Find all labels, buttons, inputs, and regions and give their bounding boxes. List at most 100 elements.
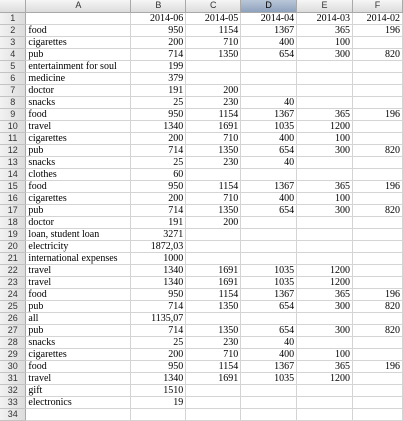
cell-b21[interactable]: 1000 [130, 252, 187, 265]
cell-c3[interactable]: 710 [185, 36, 242, 49]
cell-f18[interactable] [352, 216, 403, 229]
cell-c20[interactable] [185, 240, 242, 253]
cell-c14[interactable] [185, 168, 242, 181]
cell-b10[interactable]: 1340 [130, 120, 187, 133]
cell-e25[interactable]: 300 [296, 300, 354, 313]
cell-b1[interactable]: 2014-06 [130, 12, 187, 25]
cell-e15[interactable]: 365 [296, 180, 354, 193]
cell-b29[interactable]: 200 [130, 348, 187, 361]
cell-c32[interactable] [185, 384, 242, 397]
row-header[interactable]: 8 [0, 96, 27, 109]
cell-b17[interactable]: 714 [130, 204, 187, 217]
cell-c24[interactable]: 1154 [185, 288, 242, 301]
cell-e5[interactable] [296, 60, 354, 73]
row-header[interactable]: 20 [0, 240, 27, 253]
cell-d11[interactable]: 400 [240, 132, 298, 145]
row-header[interactable]: 9 [0, 108, 27, 121]
cell-a26[interactable]: all [25, 312, 132, 325]
row-header[interactable]: 15 [0, 180, 27, 193]
cell-b33[interactable]: 19 [130, 396, 187, 409]
cell-f17[interactable]: 820 [352, 204, 403, 217]
cell-d21[interactable] [240, 252, 298, 265]
cell-f24[interactable]: 196 [352, 288, 403, 301]
row-header[interactable]: 32 [0, 384, 27, 397]
cell-b4[interactable]: 714 [130, 48, 187, 61]
cell-e34[interactable] [296, 408, 354, 421]
cell-a6[interactable]: medicine [25, 72, 132, 85]
cell-f19[interactable] [352, 228, 403, 241]
cell-e6[interactable] [296, 72, 354, 85]
cell-a9[interactable]: food [25, 108, 132, 121]
row-header[interactable]: 22 [0, 264, 27, 277]
cell-f12[interactable]: 820 [352, 144, 403, 157]
row-header[interactable]: 19 [0, 228, 27, 241]
cell-d6[interactable] [240, 72, 298, 85]
cell-d31[interactable]: 1035 [240, 372, 298, 385]
cell-a18[interactable]: doctor [25, 216, 132, 229]
cell-c23[interactable]: 1691 [185, 276, 242, 289]
cell-e14[interactable] [296, 168, 354, 181]
row-header[interactable]: 6 [0, 72, 27, 85]
cell-e24[interactable]: 365 [296, 288, 354, 301]
cell-c31[interactable]: 1691 [185, 372, 242, 385]
cell-e12[interactable]: 300 [296, 144, 354, 157]
row-header[interactable]: 3 [0, 36, 27, 49]
row-header[interactable]: 31 [0, 372, 27, 385]
cell-e27[interactable]: 300 [296, 324, 354, 337]
row-header[interactable]: 21 [0, 252, 27, 265]
cell-e1[interactable]: 2014-03 [296, 12, 354, 25]
cell-f23[interactable] [352, 276, 403, 289]
cell-c34[interactable] [185, 408, 242, 421]
cell-c9[interactable]: 1154 [185, 108, 242, 121]
row-header[interactable]: 26 [0, 312, 27, 325]
cell-f2[interactable]: 196 [352, 24, 403, 37]
cell-e16[interactable]: 100 [296, 192, 354, 205]
cell-a4[interactable]: pub [25, 48, 132, 61]
cell-b18[interactable]: 191 [130, 216, 187, 229]
cell-a16[interactable]: cigarettes [25, 192, 132, 205]
column-header-e[interactable]: E [296, 0, 354, 13]
cell-d33[interactable] [240, 396, 298, 409]
cell-d3[interactable]: 400 [240, 36, 298, 49]
cell-c10[interactable]: 1691 [185, 120, 242, 133]
cell-e10[interactable]: 1200 [296, 120, 354, 133]
cell-d19[interactable] [240, 228, 298, 241]
cell-f31[interactable] [352, 372, 403, 385]
cell-b8[interactable]: 25 [130, 96, 187, 109]
row-header[interactable]: 14 [0, 168, 27, 181]
cell-a33[interactable]: electronics [25, 396, 132, 409]
cell-b30[interactable]: 950 [130, 360, 187, 373]
cell-b19[interactable]: 3271 [130, 228, 187, 241]
cell-a13[interactable]: snacks [25, 156, 132, 169]
cell-c11[interactable]: 710 [185, 132, 242, 145]
cell-a21[interactable]: international expenses [25, 252, 132, 265]
cell-c5[interactable] [185, 60, 242, 73]
row-header[interactable]: 30 [0, 360, 27, 373]
cell-d22[interactable]: 1035 [240, 264, 298, 277]
cell-e8[interactable] [296, 96, 354, 109]
cell-e2[interactable]: 365 [296, 24, 354, 37]
cell-a2[interactable]: food [25, 24, 132, 37]
cell-e22[interactable]: 1200 [296, 264, 354, 277]
cell-d9[interactable]: 1367 [240, 108, 298, 121]
cell-e33[interactable] [296, 396, 354, 409]
cell-c2[interactable]: 1154 [185, 24, 242, 37]
cell-e31[interactable]: 1200 [296, 372, 354, 385]
cell-b34[interactable] [130, 408, 187, 421]
cell-d17[interactable]: 654 [240, 204, 298, 217]
row-header[interactable]: 27 [0, 324, 27, 337]
row-header[interactable]: 29 [0, 348, 27, 361]
cell-f3[interactable] [352, 36, 403, 49]
cell-d14[interactable] [240, 168, 298, 181]
cell-b27[interactable]: 714 [130, 324, 187, 337]
row-header[interactable]: 34 [0, 408, 27, 421]
cell-f28[interactable] [352, 336, 403, 349]
cell-f16[interactable] [352, 192, 403, 205]
cell-d1[interactable]: 2014-04 [240, 12, 298, 25]
cell-a20[interactable]: electricity [25, 240, 132, 253]
row-header[interactable]: 1 [0, 12, 27, 25]
cell-f9[interactable]: 196 [352, 108, 403, 121]
cell-b16[interactable]: 200 [130, 192, 187, 205]
cell-c1[interactable]: 2014-05 [185, 12, 242, 25]
